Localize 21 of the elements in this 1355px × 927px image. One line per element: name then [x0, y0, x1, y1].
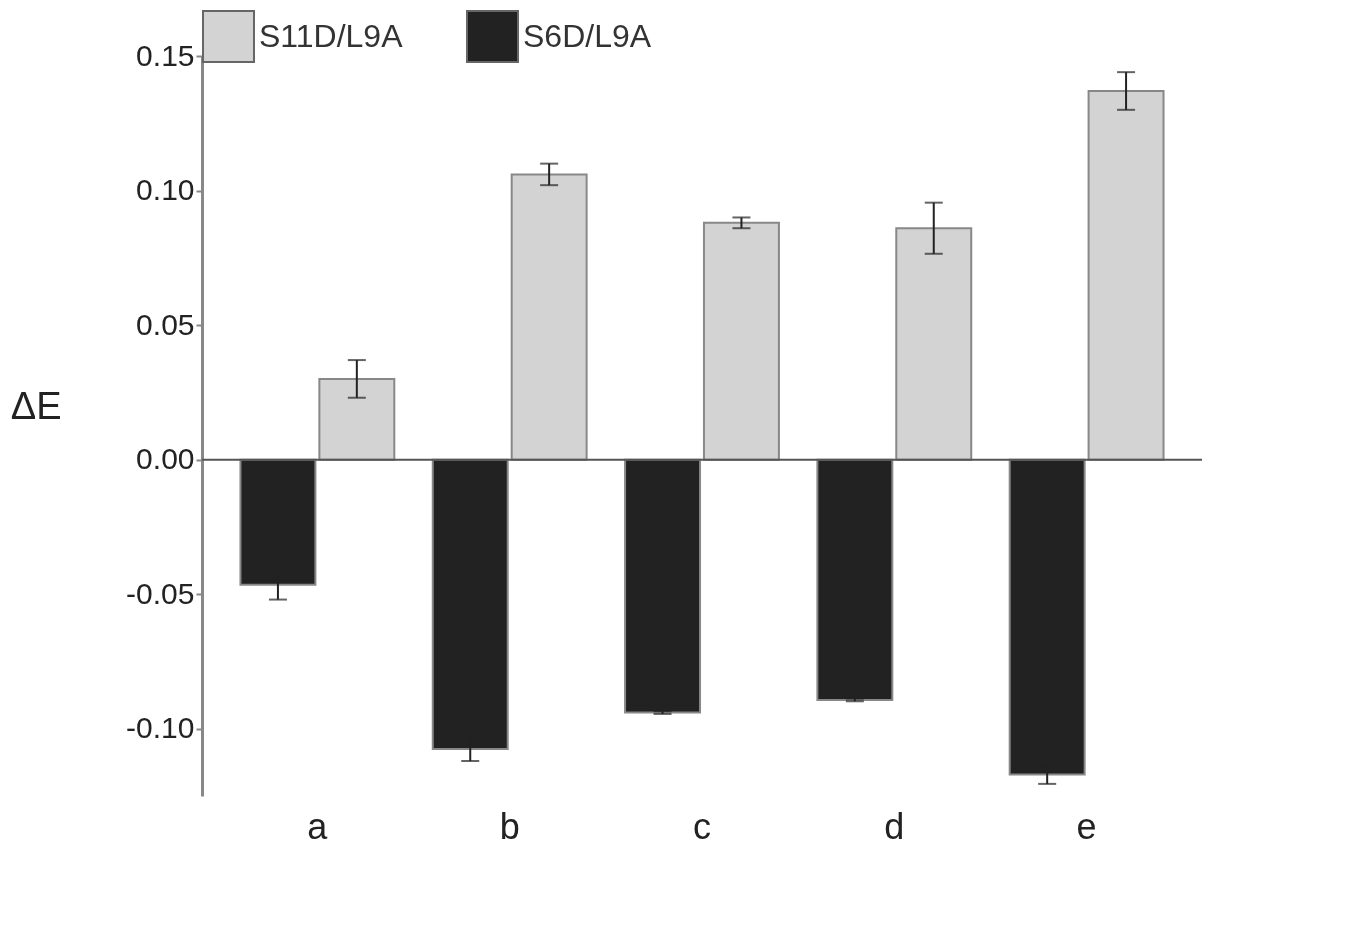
y-tick-label: 0.00	[136, 442, 195, 476]
y-tick-label: -0.05	[126, 576, 195, 610]
y-tick-label: 0.10	[136, 173, 195, 207]
x-tick-label: d	[884, 805, 905, 847]
bar	[702, 221, 780, 461]
legend-label: S6D/L9A	[523, 17, 652, 54]
bar	[895, 227, 973, 461]
legend-label: S11D/L9A	[259, 17, 404, 54]
y-tick-label: 0.15	[136, 38, 195, 72]
x-tick-label: b	[499, 805, 520, 847]
bar	[816, 458, 894, 701]
y-tick-label: -0.10	[126, 711, 195, 745]
x-tick-label: a	[307, 805, 329, 847]
x-tick-label: e	[1076, 805, 1097, 847]
y-tick-label: 0.05	[136, 307, 195, 341]
x-tick-label: c	[693, 805, 711, 847]
bar	[624, 458, 702, 714]
bar	[318, 377, 396, 461]
y-axis-title: ΔE	[10, 384, 62, 427]
bar	[1087, 89, 1165, 461]
bar	[510, 173, 588, 461]
